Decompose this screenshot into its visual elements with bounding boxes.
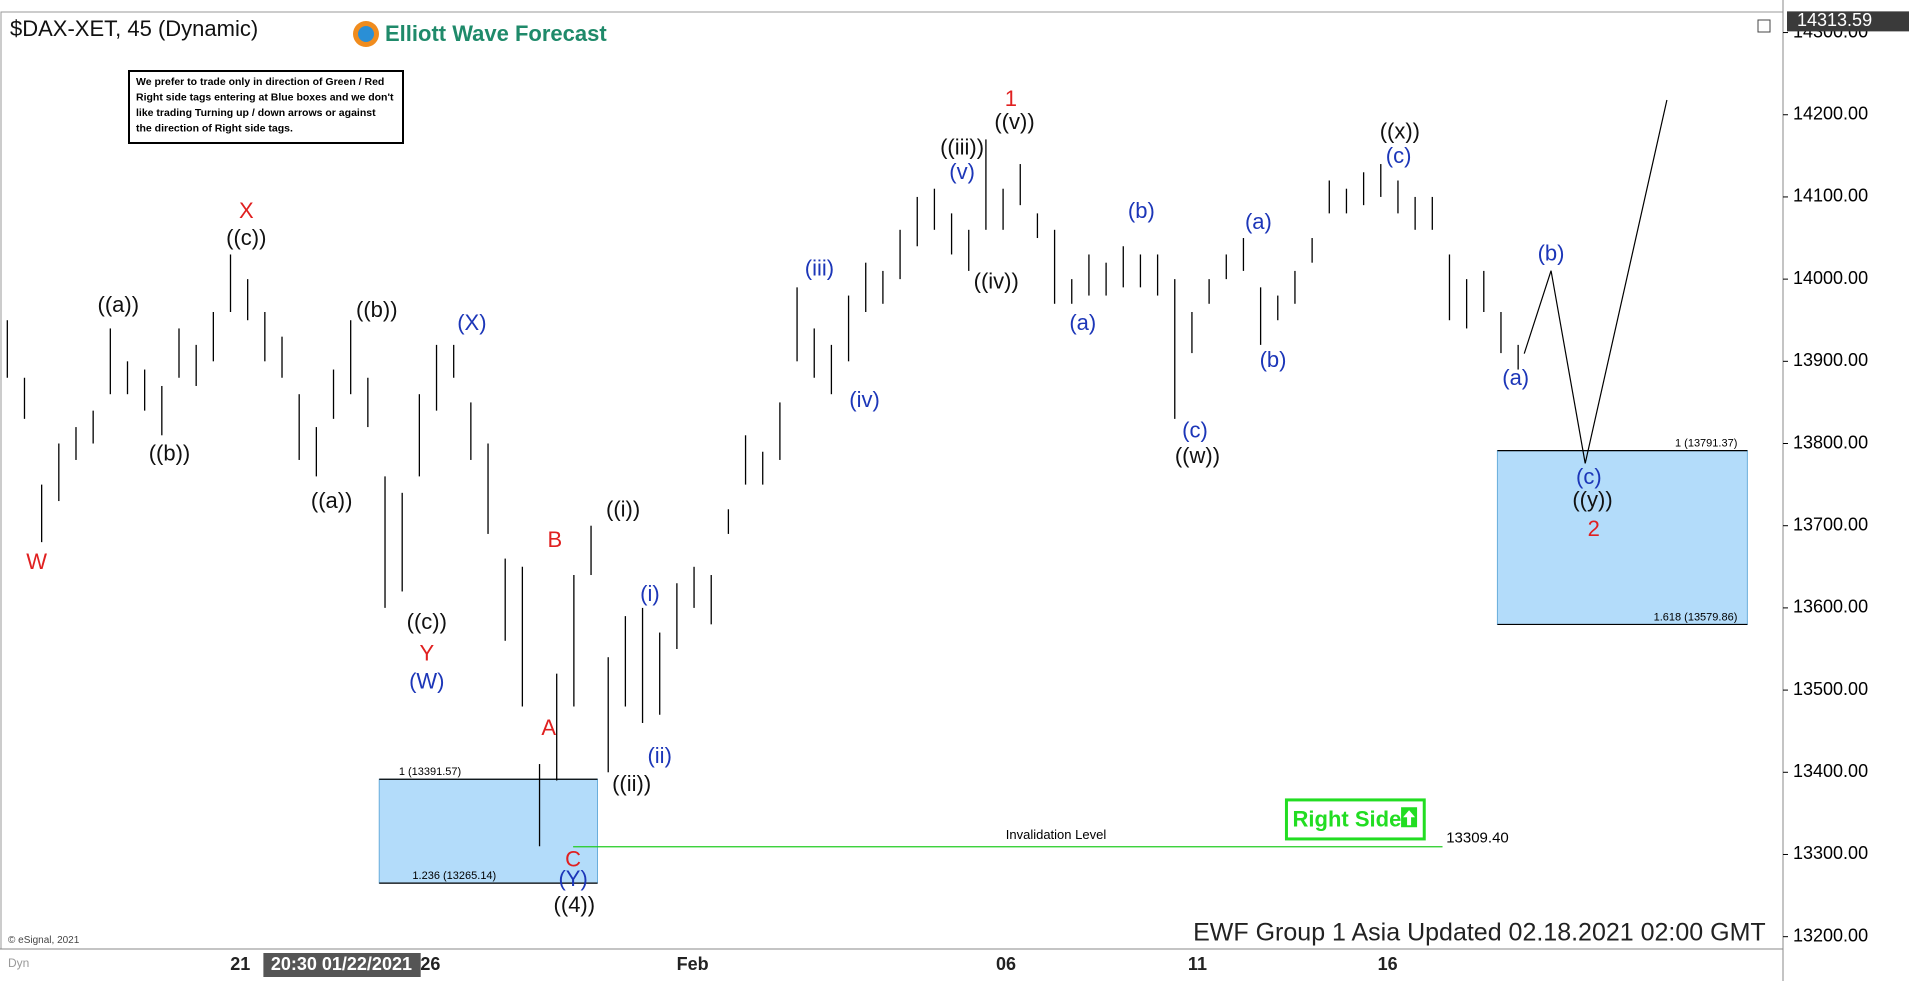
wave-label: ((b)) [356,297,398,322]
wave-label: (c) [1182,417,1208,442]
wave-label: ((c)) [407,609,447,634]
wave-label: (b) [1128,198,1155,223]
y-tick-label: 13700.00 [1793,514,1868,534]
x-tick-label: 11 [1188,954,1207,974]
wave-label: B [547,527,562,552]
y-tick-label: 14100.00 [1793,186,1868,206]
y-tick-label: 13300.00 [1793,843,1868,863]
wave-label: ((c)) [226,225,266,250]
y-tick-label: 13900.00 [1793,350,1868,370]
x-tick-label: Feb [677,954,709,974]
y-tick-label: 14000.00 [1793,268,1868,288]
wave-label: (W) [409,669,444,694]
footer: EWF Group 1 Asia Updated 02.18.2021 02:0… [1193,919,1766,947]
wave-label: (iv) [849,387,880,412]
disclaimer-line: Right side tags entering at Blue boxes a… [136,91,394,103]
y-tick-label: 13800.00 [1793,432,1868,452]
wave-label: (a) [1245,209,1272,234]
right-side-text: Right Side [1293,806,1402,831]
zone-top-label: 1 (13791.37) [1675,438,1737,450]
wave-label: A [541,715,556,740]
cursor-label-box [263,953,421,977]
corner-label: Dyn [8,956,29,970]
zone-bottom-label: 1.236 (13265.14) [412,870,496,882]
disclaimer-line: We prefer to trade only in direction of … [136,76,384,88]
wave-label: (ii) [647,743,671,768]
copyright: © eSignal, 2021 [8,935,80,946]
wave-label: ((w)) [1175,443,1220,468]
window-icon [1757,19,1771,33]
wave-label: ((4)) [554,892,596,917]
wave-label: W [26,549,47,574]
x-tick-label: 21 [230,954,250,974]
wave-label: (c) [1576,464,1602,489]
cursor-label: 20:30 01/22/2021 [271,954,412,974]
wave-label: ((iii)) [940,135,984,160]
y-tick-label: 14200.00 [1793,103,1868,123]
right-side-tag: Right Side [1284,798,1426,841]
wave-label: (Y) [558,866,587,891]
wave-label: (i) [640,581,660,606]
disclaimer-line: the direction of Right side tags. [136,122,293,134]
wave-label: (X) [457,310,486,335]
x-tick-label: 16 [1378,954,1398,974]
wave-label: ((iv)) [974,269,1019,294]
wave-label: ((x)) [1380,119,1420,144]
last-price-tag [1787,11,1909,32]
wave-label: (v) [949,159,975,184]
wave-label: ((v)) [994,109,1034,134]
wave-label: ((i)) [606,497,640,522]
wave-label: 1 [1005,86,1017,111]
invalidation-text: Invalidation Level [1006,827,1107,842]
zone-bottom-label: 1.618 (13579.86) [1654,611,1738,623]
chart-title: $DAX-XET, 45 (Dynamic) [10,16,258,41]
target-zone [1496,450,1748,625]
wave-label: ((y)) [1572,487,1612,512]
x-tick-label: 06 [996,954,1016,974]
wave-label: C [565,847,581,872]
invalidation-value: 13309.40 [1446,830,1509,847]
y-tick-label: 13200.00 [1793,925,1868,945]
disclaimer-line: like trading Turning up / down arrows or… [136,107,376,119]
projection-path [1523,99,1668,464]
logo: Elliott Wave Forecast [353,21,607,47]
wave-label: (c) [1386,143,1412,168]
wave-label: ((a)) [311,488,353,513]
wave-label: (b) [1260,347,1287,372]
target-zone [378,778,598,884]
y-tick-label: 13600.00 [1793,597,1868,617]
last-price-label: 14313.59 [1797,10,1872,30]
wave-label: Y [419,641,434,666]
wave-label: 2 [1588,516,1600,541]
right-side-arrow [1403,810,1416,826]
wave-label: ((a)) [98,292,140,317]
wave-label: X [239,198,254,223]
x-tick-label: 26 [420,954,440,974]
y-tick-label: 13500.00 [1793,679,1868,699]
wave-label: (a) [1069,310,1096,335]
wave-label: ((b)) [149,441,191,466]
y-tick-label: 13400.00 [1793,761,1868,781]
wave-label: ((ii)) [612,771,651,796]
brand-name: Elliott Wave Forecast [385,21,607,46]
logo-icon-inner [358,26,374,42]
wave-label: (a) [1502,365,1529,390]
zone-top-label: 1 (13391.57) [399,766,461,778]
wave-label: (iii) [805,255,834,280]
wave-label: (b) [1538,241,1565,266]
disclaimer-box [128,70,404,144]
